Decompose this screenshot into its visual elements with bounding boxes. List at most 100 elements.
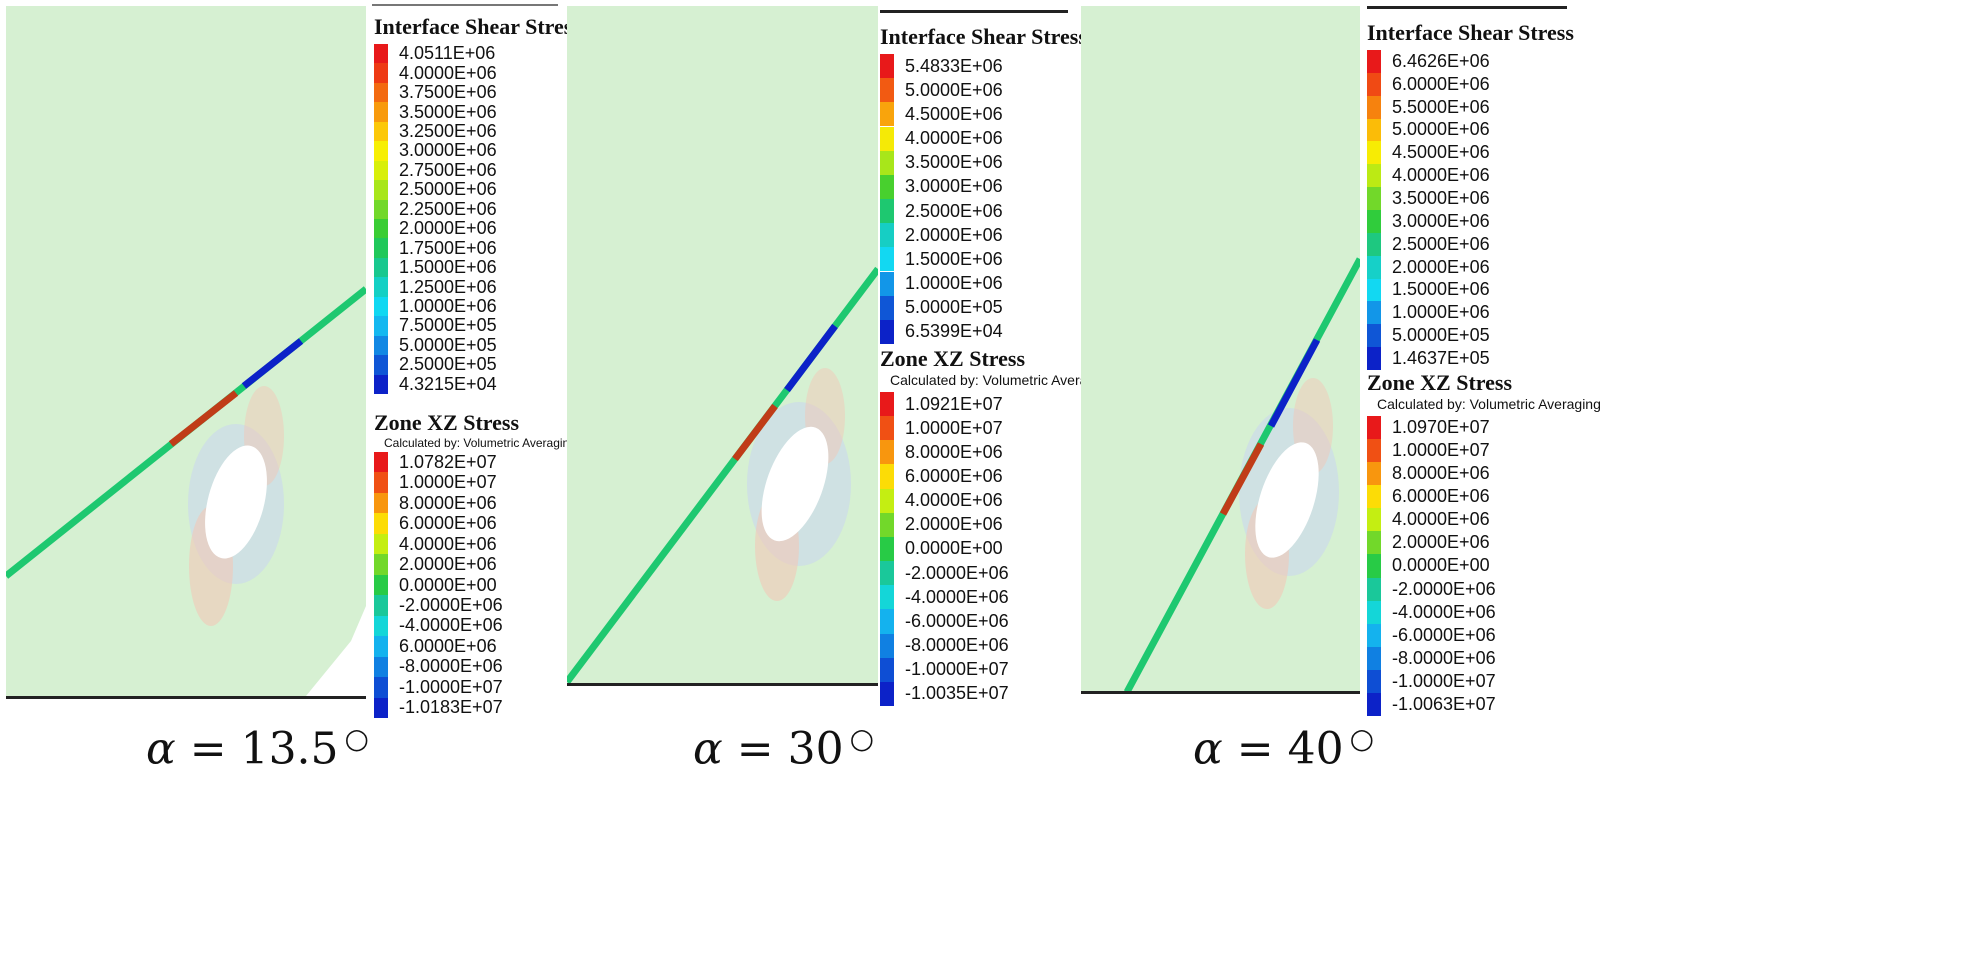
legend-value: 5.5000E+06 (1392, 96, 1490, 117)
legend-swatch (374, 636, 388, 657)
legend-value: 1.0000E+07 (399, 472, 497, 493)
alpha-symbol: α (693, 723, 723, 775)
legend-swatch (374, 492, 388, 514)
legend-entry: 3.7500E+06 (374, 82, 497, 103)
legend-swatch (1367, 623, 1381, 647)
legend-entry: 3.0000E+06 (880, 174, 1003, 199)
legend-swatch (1367, 669, 1381, 693)
legend-value: 4.0000E+06 (399, 533, 497, 554)
legend-swatch (374, 180, 388, 200)
legend-swatch (374, 199, 388, 219)
model-view-2-svg (567, 266, 878, 684)
legend-entry: 5.4833E+06 (880, 54, 1003, 79)
legend-swatch (880, 54, 894, 79)
legend-swatch (374, 452, 388, 473)
legend-value: 2.2500E+06 (399, 198, 497, 219)
legend-value: 1.0000E+06 (905, 273, 1003, 294)
legend-entry: 2.7500E+06 (374, 160, 497, 181)
legend-entry: -4.0000E+06 (880, 585, 1009, 610)
legend-entry: 1.0000E+06 (374, 296, 497, 317)
tunnel-opening (761, 426, 829, 542)
legend-value: -6.0000E+06 (1392, 624, 1496, 645)
legend-value: -2.0000E+06 (1392, 578, 1496, 599)
legend-swatch (374, 335, 388, 356)
legend-entry: 2.0000E+06 (374, 218, 497, 239)
caption-1: α = 13.5 ○ (146, 722, 369, 775)
legend-swatch (1367, 646, 1381, 670)
caption-2: α = 30 ○ (693, 722, 874, 775)
legend-swatch (880, 247, 894, 272)
legend-value: -1.0000E+07 (905, 659, 1009, 680)
legend-entry: 6.0000E+06 (374, 513, 497, 534)
interface-cold-segment (784, 323, 838, 393)
legend-swatch (1367, 347, 1381, 370)
legend-entry: 6.4626E+06 (1367, 50, 1490, 73)
legend-swatch (374, 574, 388, 596)
legend-entry: 2.0000E+06 (880, 512, 1003, 537)
legend-entry: 8.0000E+06 (1367, 462, 1490, 486)
legend-swatch (374, 160, 388, 181)
legend-value: 8.0000E+06 (399, 492, 497, 513)
legend-topline-2 (880, 10, 1068, 13)
legend-entry: 2.0000E+06 (880, 223, 1003, 248)
model-view-1-svg (6, 286, 366, 696)
legend-entry: 2.0000E+06 (1367, 255, 1490, 279)
legend-value: 8.0000E+06 (1392, 463, 1490, 484)
legend-entry: -1.0035E+07 (880, 681, 1009, 706)
legend-swatch (880, 609, 894, 634)
legend-swatch (374, 533, 388, 555)
legend-value: 0.0000E+00 (399, 574, 497, 595)
legend-entry: 3.5000E+06 (880, 150, 1003, 175)
legend-entry: 1.5000E+06 (880, 247, 1003, 272)
legend-swatch (880, 295, 894, 320)
mesh-edge-cutout (306, 606, 366, 696)
legend-value: 5.0000E+05 (905, 297, 1003, 318)
legend-value: -4.0000E+06 (1392, 601, 1496, 622)
legend-entry: 1.0000E+07 (880, 416, 1003, 441)
legend-entry: -8.0000E+06 (880, 633, 1009, 658)
legend-swatch (880, 657, 894, 682)
legend-swatch (374, 238, 388, 258)
zone-legend-subtitle: Calculated by: Volumetric Averaging (1377, 396, 1601, 412)
legend-value: 4.0511E+06 (399, 43, 496, 64)
legend-swatch (374, 697, 388, 718)
legend-swatch (374, 277, 388, 297)
legend-entry: 8.0000E+06 (374, 492, 497, 514)
legend-entry: -6.0000E+06 (880, 609, 1009, 634)
legend-swatch (880, 536, 894, 562)
legend-entry: 6.0000E+06 (1367, 485, 1490, 509)
model-view-1 (6, 6, 366, 696)
legend-entry: 1.2500E+06 (374, 277, 497, 297)
legend-swatch (880, 561, 894, 586)
legend-value: 0.0000E+00 (1392, 555, 1490, 576)
legend-value: 1.0782E+07 (399, 451, 497, 472)
legend-entry: -6.0000E+06 (1367, 623, 1496, 647)
legend-value: -1.0035E+07 (905, 683, 1009, 704)
legend-value: -8.0000E+06 (399, 656, 503, 677)
legend-swatch (880, 440, 894, 465)
legend-swatch (1367, 118, 1381, 142)
legend-swatch (880, 464, 894, 489)
legend-topline-1 (372, 4, 558, 6)
legend-swatch (880, 174, 894, 199)
legend-value: 5.0000E+06 (905, 79, 1003, 100)
zone-legend-subtitle: Calculated by: Volumetric Averaging (384, 436, 576, 450)
legend-value: -1.0000E+07 (399, 676, 503, 697)
legend-entry: 3.0000E+06 (1367, 210, 1490, 233)
legend-entry: 2.0000E+06 (1367, 531, 1490, 555)
legend-swatch (374, 472, 388, 493)
legend-entry: 4.5000E+06 (880, 102, 1003, 127)
alpha-symbol: α (1193, 723, 1223, 775)
legend-value: 2.5000E+06 (905, 200, 1003, 221)
zone-scale-2: 1.0921E+07 1.0000E+07 8.0000E+06 6.0000E+06… (880, 392, 1065, 706)
legend-entry: 2.5000E+06 (880, 199, 1003, 224)
legend-entry: 1.0970E+07 (1367, 416, 1490, 440)
legend-value: 6.0000E+06 (905, 466, 1003, 487)
legend-entry: -1.0063E+07 (1367, 692, 1496, 716)
legend-value: 4.3215E+04 (399, 373, 497, 394)
legend-value: 2.0000E+06 (905, 514, 1003, 535)
legend-entry: 8.0000E+06 (880, 440, 1003, 465)
legend-swatch (1367, 485, 1381, 509)
interface-hot-segment (1219, 442, 1265, 516)
caption-3: α = 40 ○ (1193, 722, 1374, 775)
